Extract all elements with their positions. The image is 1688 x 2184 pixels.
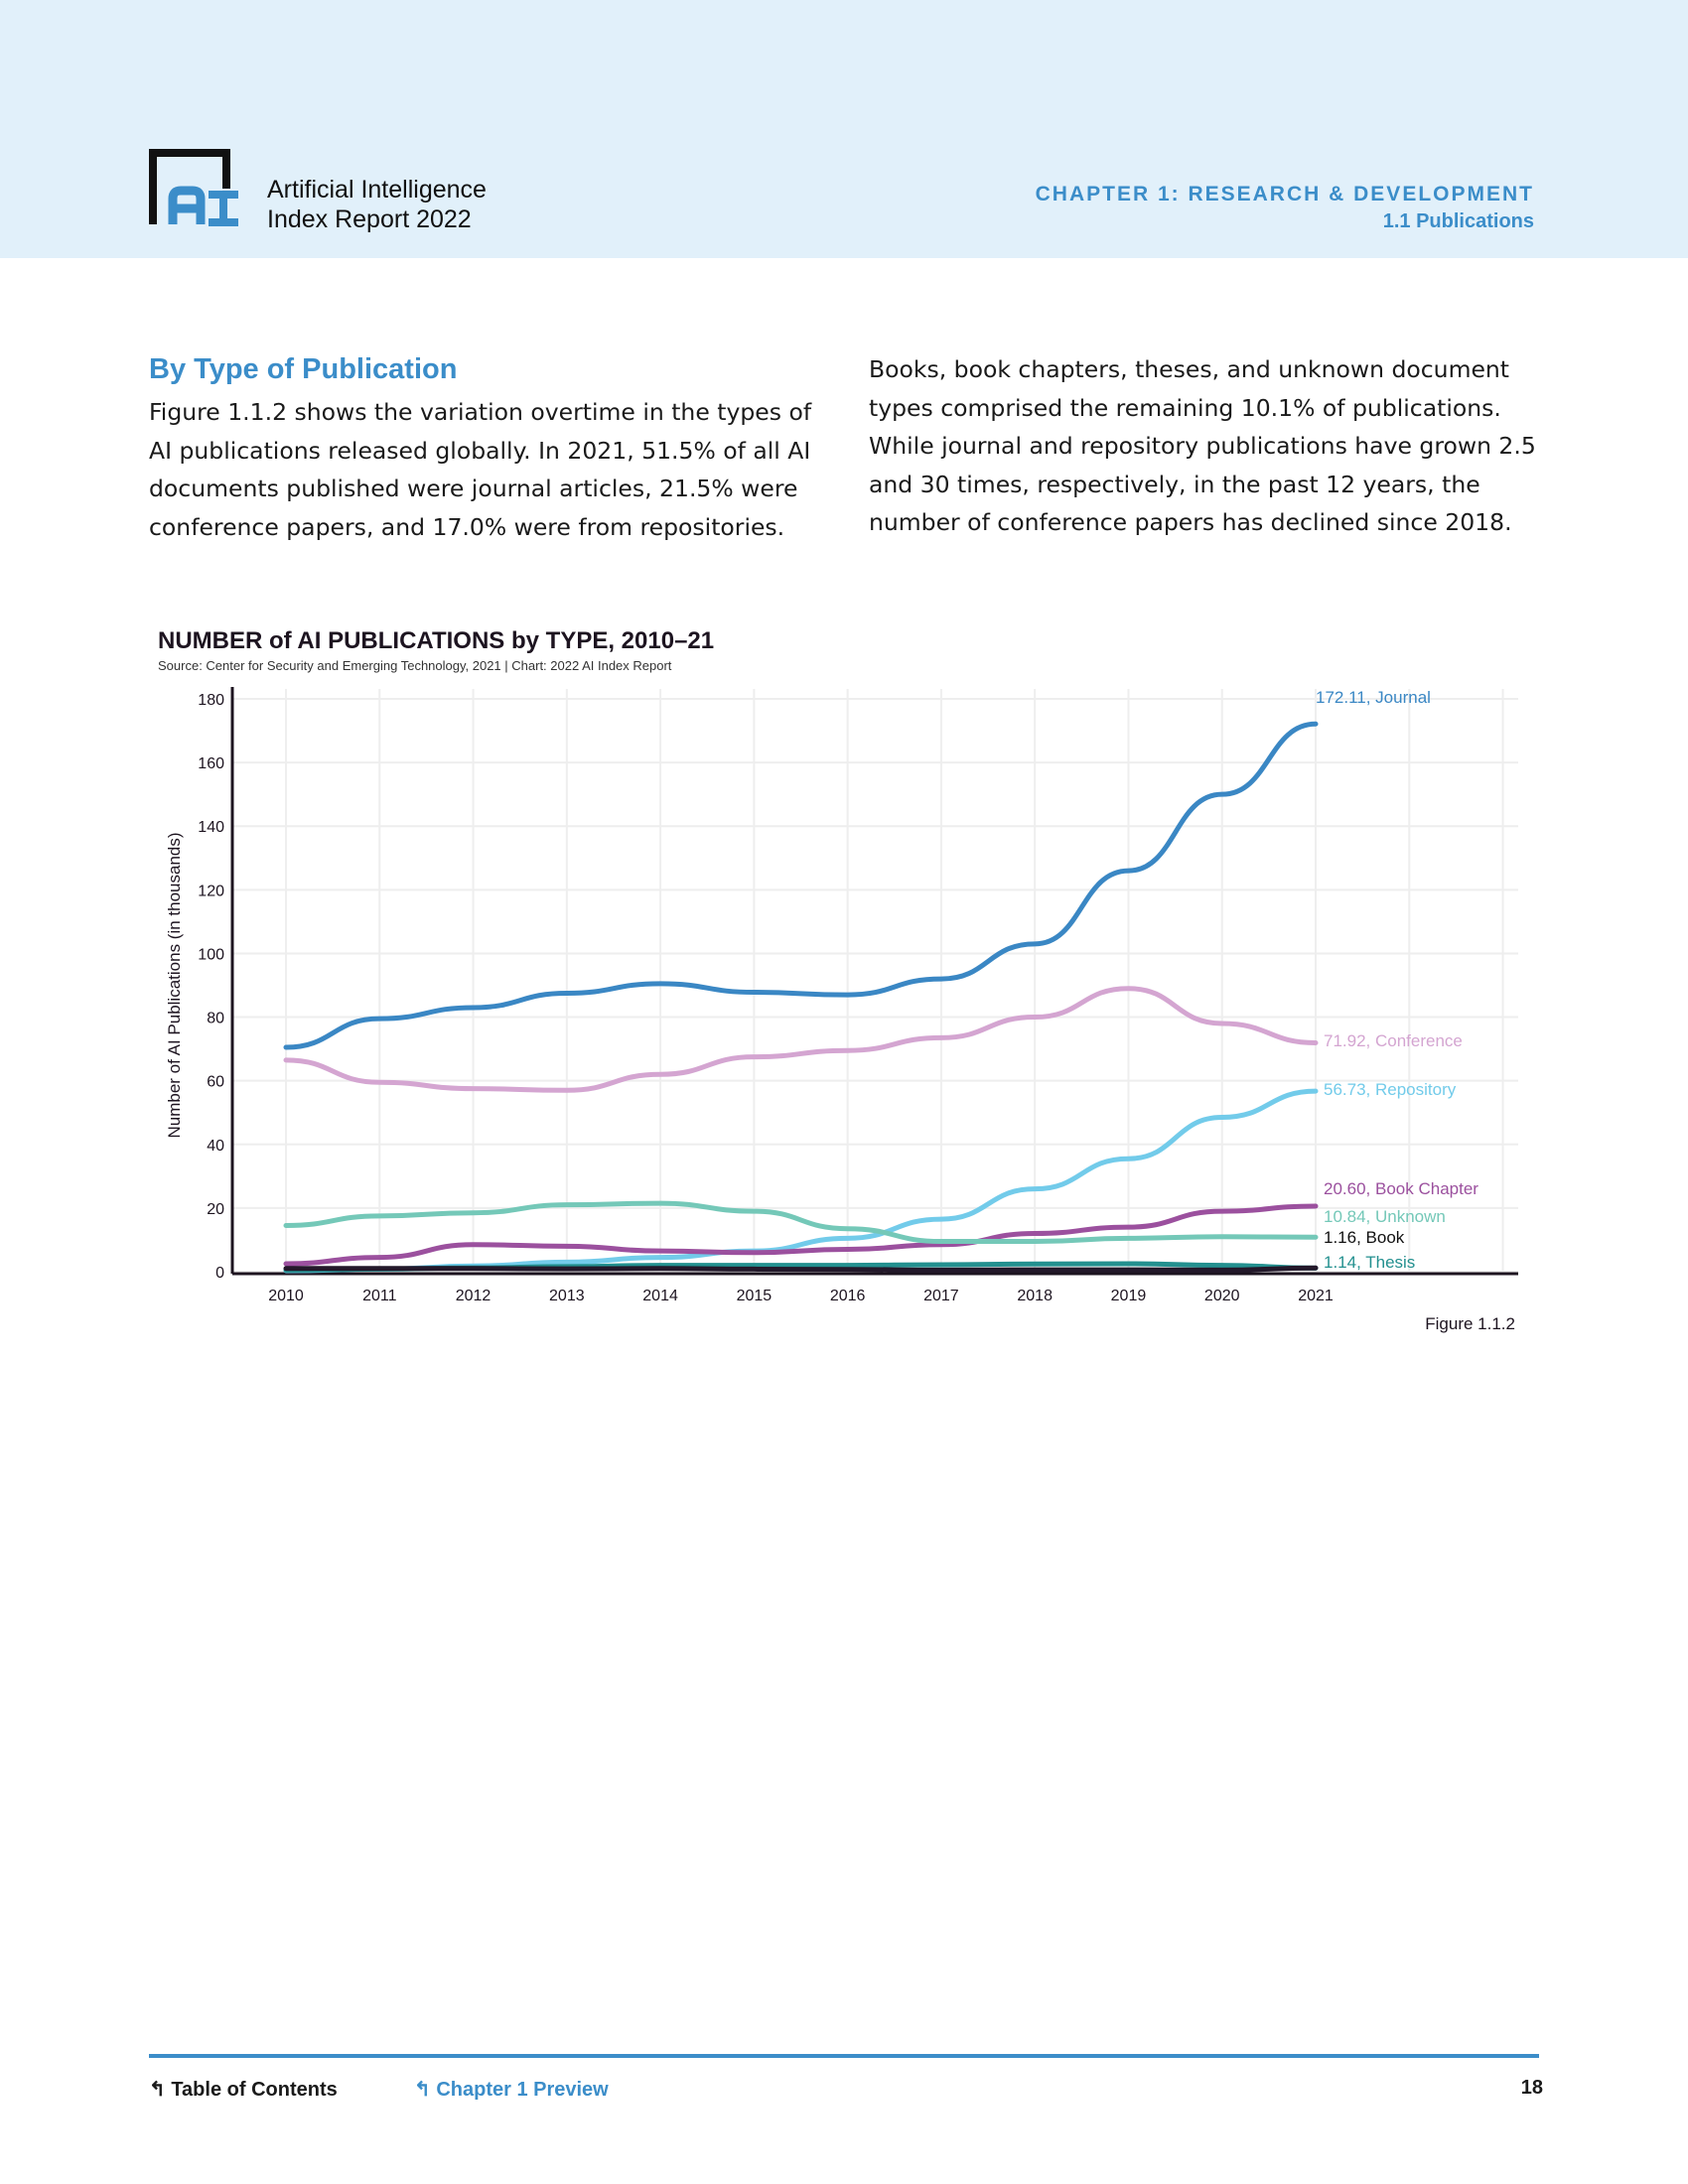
section-title: 1.1 Publications <box>1382 210 1534 232</box>
x-tick-label: 2021 <box>1298 1288 1334 1304</box>
end-label-thesis: 1.14, Thesis <box>1324 1253 1415 1272</box>
report-title: Artificial Intelligence Index Report 202… <box>267 175 487 234</box>
x-tick-label: 2011 <box>362 1288 397 1304</box>
table-of-contents-link[interactable]: ↰ Table of Contents <box>149 2077 338 2102</box>
header-band <box>0 0 1688 258</box>
y-tick-label: 0 <box>215 1265 224 1282</box>
preview-label: Chapter 1 Preview <box>436 2079 609 2101</box>
y-tick-label: 20 <box>207 1201 224 1218</box>
series-line-book-chapter <box>283 1203 1319 1267</box>
ai-index-logo <box>149 149 238 226</box>
series-line-repository <box>283 1088 1319 1274</box>
line-chart: 0 20 40 60 80 100 120 140 160 180 2010 2011 2012 2013… <box>165 687 1518 1304</box>
figure-label: Figure 1.1.2 <box>1425 1314 1515 1333</box>
y-tick-label: 120 <box>198 883 224 899</box>
y-tick-label: 80 <box>207 1011 224 1027</box>
x-tick-label: 2020 <box>1204 1288 1240 1304</box>
chapter-title: CHAPTER 1: RESEARCH & DEVELOPMENT <box>1035 183 1534 205</box>
series-line-book <box>283 1265 1319 1273</box>
section-heading: By Type of Publication <box>149 353 458 385</box>
y-tick-label: 180 <box>198 692 224 709</box>
end-label-journal: 172.11, Journal <box>1316 688 1431 707</box>
chapter-heading: CHAPTER 1: RESEARCH & DEVELOPMENT 1.1 Pu… <box>1036 183 1534 233</box>
page-number: 18 <box>1520 2077 1543 2099</box>
x-tick-label: 2016 <box>830 1288 866 1304</box>
footer-divider <box>149 2054 1539 2058</box>
x-tick-label: 2014 <box>642 1288 678 1304</box>
x-tick-label: 2013 <box>549 1288 585 1304</box>
y-tick-label: 140 <box>198 819 224 836</box>
y-tick-label: 60 <box>207 1074 224 1091</box>
y-tick-label: 100 <box>198 946 224 963</box>
y-tick-label: 160 <box>198 755 224 772</box>
y-axis-label: Number of AI Publications (in thousands) <box>165 832 184 1138</box>
return-arrow-icon: ↰ <box>149 2079 172 2101</box>
x-tick-label: 2019 <box>1111 1288 1147 1304</box>
chart-source: Source: Center for Security and Emerging… <box>158 658 672 673</box>
paragraph-left: Figure 1.1.2 shows the variation overtim… <box>149 398 812 541</box>
series-line-conference <box>283 986 1319 1093</box>
x-tick-label: 2010 <box>268 1288 304 1304</box>
chart-title: NUMBER of AI PUBLICATIONS by TYPE, 2010–… <box>158 627 715 654</box>
end-label-unknown: 10.84, Unknown <box>1324 1207 1446 1226</box>
end-label-repository: 56.73, Repository <box>1324 1080 1457 1099</box>
series-line-unknown <box>283 1200 1319 1245</box>
x-tick-label: 2018 <box>1017 1288 1053 1304</box>
x-tick-label: 2017 <box>923 1288 959 1304</box>
series-line-journal <box>283 721 1319 1050</box>
toc-label: Table of Contents <box>171 2079 338 2101</box>
paragraph-right: Books, book chapters, theses, and unknow… <box>869 355 1536 537</box>
y-tick-label: 40 <box>207 1138 224 1155</box>
x-tick-label: 2015 <box>737 1288 773 1304</box>
end-label-book: 1.16, Book <box>1324 1228 1405 1247</box>
chapter-preview-link[interactable]: ↰ Chapter 1 Preview <box>414 2077 609 2102</box>
end-label-conference: 71.92, Conference <box>1324 1031 1463 1050</box>
x-tick-label: 2012 <box>456 1288 492 1304</box>
end-label-book-chapter: 20.60, Book Chapter <box>1324 1179 1478 1198</box>
return-arrow-icon: ↰ <box>414 2079 437 2101</box>
brand-line-2: Index Report 2022 <box>267 205 472 233</box>
brand-line-1: Artificial Intelligence <box>267 176 487 204</box>
